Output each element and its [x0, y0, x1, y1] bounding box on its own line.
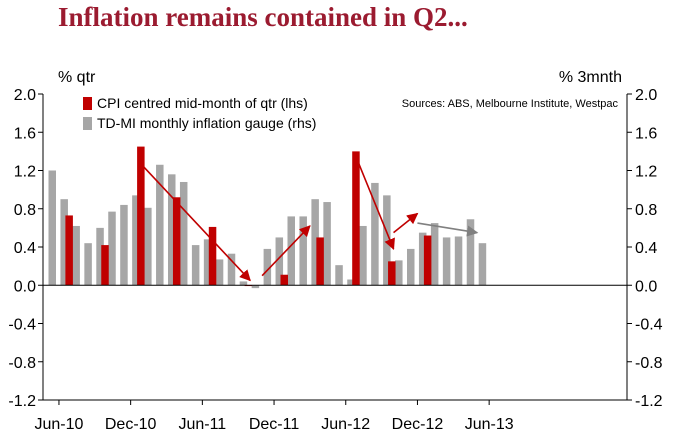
- legend-swatch-gauge: [83, 117, 92, 130]
- gauge-bar: [215, 259, 224, 286]
- right-tick-label: -0.8: [635, 355, 663, 372]
- gauge-bar: [335, 265, 343, 286]
- gauge-bar: [395, 260, 403, 286]
- gauge-bar: [168, 174, 176, 286]
- trend-arrow: [142, 165, 251, 282]
- right-tick-label: 2.0: [635, 87, 657, 104]
- cpi-bars: [65, 146, 432, 287]
- gauge-bar: [430, 223, 439, 286]
- gauge-bar: [132, 195, 140, 286]
- legend-label-gauge: TD-MI monthly inflation gauge (rhs): [97, 115, 316, 131]
- cpi-bar: [352, 151, 360, 286]
- gauge-bar: [84, 243, 92, 286]
- right-tick-label: 1.2: [635, 164, 657, 181]
- left-tick-label: 0.0: [14, 278, 36, 295]
- trend-arrow: [261, 225, 311, 277]
- gauge-bar: [179, 181, 188, 286]
- gauge-bar: [120, 204, 128, 286]
- gauge-bar: [60, 199, 68, 286]
- gauge-bar: [203, 239, 212, 286]
- cpi-bar: [316, 237, 324, 286]
- left-tick-label: -0.8: [8, 355, 36, 372]
- left-tick-label: 0.4: [14, 240, 36, 257]
- gauge-bar: [227, 253, 236, 286]
- gauge-bar: [442, 237, 451, 286]
- trend-arrow: [417, 222, 479, 237]
- x-tick-label: Dec-11: [249, 416, 299, 433]
- gauge-bar: [96, 227, 104, 286]
- cpi-bar: [65, 215, 73, 286]
- trend-arrow: [356, 160, 395, 250]
- source-note: Sources: ABS, Melbourne Institute, Westp…: [402, 98, 619, 110]
- plot-frame: [42, 94, 628, 401]
- x-tick-label: Jun-11: [178, 416, 226, 433]
- gauge-bar: [156, 164, 164, 286]
- gauge-bar: [299, 216, 307, 286]
- right-tick-label: 0.0: [635, 278, 657, 295]
- gauge-bar: [347, 279, 355, 286]
- right-axis-title: % 3mnth: [559, 69, 622, 86]
- x-tick-label: Dec-12: [392, 416, 444, 433]
- gauge-bar: [287, 216, 295, 286]
- cpi-bar: [172, 197, 181, 286]
- left-tick-label: -1.2: [8, 393, 36, 410]
- legend-label-cpi: CPI centred mid-month of qtr (lhs): [97, 95, 308, 111]
- left-tick-label: -0.4: [8, 317, 36, 334]
- cpi-bar: [388, 261, 396, 286]
- left-tick-label: 0.8: [14, 202, 36, 219]
- gauge-bar: [239, 281, 248, 286]
- gauge-bar: [263, 248, 272, 286]
- trend-arrow: [393, 212, 419, 234]
- gauge-bar: [454, 236, 463, 286]
- right-tick-label: 0.8: [635, 202, 657, 219]
- chart-title: Inflation remains contained in Q2...: [58, 2, 468, 32]
- gauge-bar: [418, 232, 427, 286]
- gauge-bar: [359, 225, 367, 286]
- left-axis-ticks: 2.0 1.6 1.2 0.8 0.4 0.0 -0.4 -0.8 -1.2: [8, 87, 43, 410]
- x-axis-ticks: Jun-10 Dec-10 Jun-11 Dec-11 Jun-12 Dec-12 Jun-…: [34, 400, 514, 433]
- gauge-bar: [323, 202, 331, 286]
- cpi-bar: [208, 226, 217, 286]
- cpi-bar: [137, 146, 145, 286]
- right-tick-label: -0.4: [635, 317, 663, 334]
- gauge-bar: [466, 219, 475, 286]
- gauge-bar: [407, 248, 415, 286]
- right-tick-label: 0.4: [635, 240, 657, 257]
- gauge-bar: [478, 243, 487, 286]
- gauge-bar: [48, 170, 56, 286]
- right-tick-label: -1.2: [635, 393, 663, 410]
- left-tick-label: 1.6: [14, 125, 36, 142]
- cpi-bar: [101, 245, 109, 286]
- legend-swatch-cpi: [83, 97, 92, 110]
- left-axis-title: % qtr: [58, 69, 96, 86]
- right-axis-ticks: 2.0 1.6 1.2 0.8 0.4 0.0 -0.4 -0.8 -1.2: [627, 87, 663, 410]
- cpi-bar: [280, 274, 288, 286]
- right-tick-label: 1.6: [635, 125, 657, 142]
- gauge-bar: [144, 207, 152, 286]
- gauge-bar: [275, 237, 284, 286]
- x-tick-label: Dec-10: [105, 416, 157, 433]
- gauge-bar: [251, 285, 260, 289]
- left-tick-label: 2.0: [14, 87, 36, 104]
- gauge-bar: [108, 211, 116, 286]
- gauge-bar: [72, 225, 80, 286]
- gauge-bar: [311, 199, 319, 286]
- gauge-bar: [371, 182, 379, 286]
- gauge-bar: [191, 245, 200, 286]
- x-tick-label: Jun-12: [321, 416, 370, 433]
- cpi-bar: [423, 235, 432, 286]
- left-tick-label: 1.2: [14, 164, 36, 181]
- legend: CPI centred mid-month of qtr (lhs) TD-MI…: [83, 95, 316, 131]
- trend-arrows: [142, 160, 479, 282]
- x-tick-label: Jun-10: [34, 416, 83, 433]
- x-tick-label: Jun-13: [465, 416, 514, 433]
